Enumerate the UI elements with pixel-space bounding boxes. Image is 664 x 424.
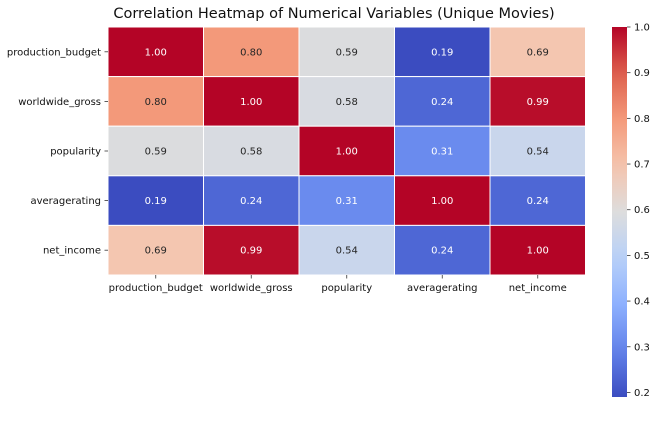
x-tick-label: worldwide_gross [210, 283, 293, 294]
colorbar-tick-label: 0.4 [634, 297, 650, 308]
heatmap-cell-1-4 [489, 76, 586, 127]
x-tick-label: production_budget [109, 283, 203, 294]
heatmap-cell-4-4 [489, 224, 586, 276]
cell-value-label: 0.31 [336, 196, 358, 207]
colorbar-tick-label: 0.6 [634, 205, 650, 216]
cell-value-label: 0.58 [240, 147, 262, 158]
x-tick-label: net_income [509, 283, 567, 294]
x-tick-label: popularity [321, 283, 372, 294]
heatmap-cell-3-3 [394, 175, 491, 226]
heatmap-cell-0-3 [394, 26, 491, 78]
cell-value-label: 0.58 [336, 97, 358, 108]
colorbar-tick-label: 0.9 [634, 68, 650, 79]
cell-value-label: 0.24 [431, 246, 453, 257]
cell-value-label: 0.24 [527, 196, 549, 207]
cell-value-label: 0.69 [527, 47, 549, 58]
heatmap-cell-4-0 [107, 224, 204, 276]
cell-value-label: 0.24 [240, 196, 262, 207]
column-labels: production_budget worldwide_gross populari… [109, 275, 567, 294]
row-labels: production_budget worldwide_gross populari… [7, 47, 108, 257]
heatmap-cell-0-1 [203, 26, 300, 78]
cell-value-label: 0.54 [527, 147, 549, 158]
y-tick-label: production_budget [7, 47, 101, 58]
colorbar-tick-label: 0.5 [634, 251, 650, 262]
colorbar-gradient [612, 27, 627, 397]
chart-title: Correlation Heatmap of Numerical Variabl… [113, 6, 554, 22]
cell-value-label: 0.31 [431, 147, 453, 158]
cell-value-label: 0.59 [145, 147, 167, 158]
cell-value-label: 1.00 [336, 147, 358, 158]
y-tick-label: worldwide_gross [18, 97, 101, 108]
heatmap-cell-0-0 [107, 26, 204, 78]
cell-value-label: 1.00 [527, 246, 549, 257]
cell-value-label: 0.99 [527, 97, 549, 108]
colorbar: 0.2 0.3 0.4 0.5 0.6 0.7 0.8 0.9 1.0 [612, 23, 650, 399]
heatmap-cells: 1.00 0.80 0.59 0.19 0.69 0.80 1.00 0.58 0.24 0.99… [107, 26, 586, 276]
heatmap-cell-3-1 [203, 175, 300, 226]
cell-value-label: 1.00 [431, 196, 453, 207]
y-tick-label: averagerating [30, 196, 101, 207]
colorbar-tick-label: 0.2 [634, 388, 650, 399]
cell-value-label: 0.59 [336, 47, 358, 58]
cell-value-label: 0.69 [145, 246, 167, 257]
y-tick-label: popularity [50, 147, 101, 158]
heatmap-cell-3-2 [298, 175, 395, 226]
heatmap-cell-4-1 [203, 224, 300, 276]
cell-value-label: 0.99 [240, 246, 262, 257]
heatmap-cell-3-4 [489, 175, 586, 226]
cell-value-label: 0.80 [240, 47, 262, 58]
heatmap-cell-2-4 [489, 125, 586, 177]
cell-value-label: 0.24 [431, 97, 453, 108]
cell-value-label: 1.00 [240, 97, 262, 108]
heatmap-cell-1-2 [298, 76, 395, 127]
cell-value-label: 0.54 [336, 246, 358, 257]
heatmap-cell-2-1 [203, 125, 300, 177]
colorbar-tick-label: 1.0 [634, 23, 650, 34]
colorbar-tick-label: 0.8 [634, 114, 650, 125]
cell-value-label: 0.19 [145, 196, 167, 207]
y-tick-label: net_income [43, 246, 101, 257]
colorbar-tick-label: 0.7 [634, 160, 650, 171]
heatmap-cell-0-2 [298, 26, 395, 78]
colorbar-tick-label: 0.3 [634, 342, 650, 353]
x-tick-label: averagerating [407, 283, 478, 294]
heatmap-cell-4-2 [298, 224, 395, 276]
cell-value-label: 0.80 [145, 97, 167, 108]
cell-value-label: 1.00 [145, 47, 167, 58]
cell-value-label: 0.19 [431, 47, 453, 58]
heatmap-cell-2-3 [394, 125, 491, 177]
